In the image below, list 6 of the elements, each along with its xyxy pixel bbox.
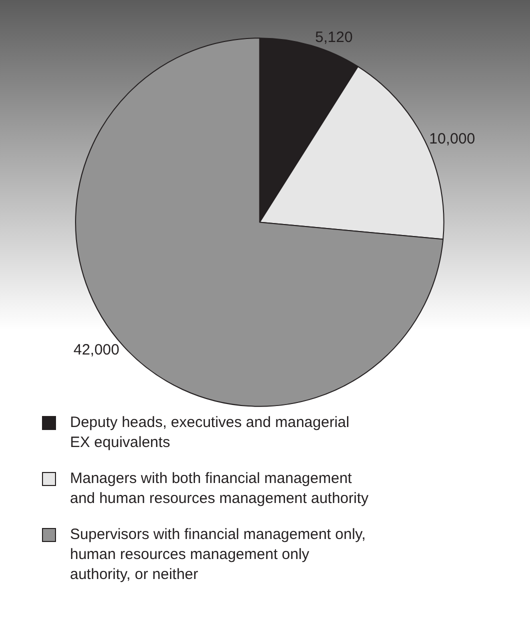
data-label: 10,000 (429, 130, 476, 148)
legend-label: Deputy heads, executives and managerial EX equivalents (70, 413, 350, 453)
legend-label: Supervisors with financial management only, human resources management only authority, or neither (70, 525, 367, 585)
legend-label: Managers with both financial management and human resources management authority (70, 469, 370, 509)
data-label: 42,000 (73, 342, 120, 359)
data-label: 5,120 (315, 29, 353, 46)
